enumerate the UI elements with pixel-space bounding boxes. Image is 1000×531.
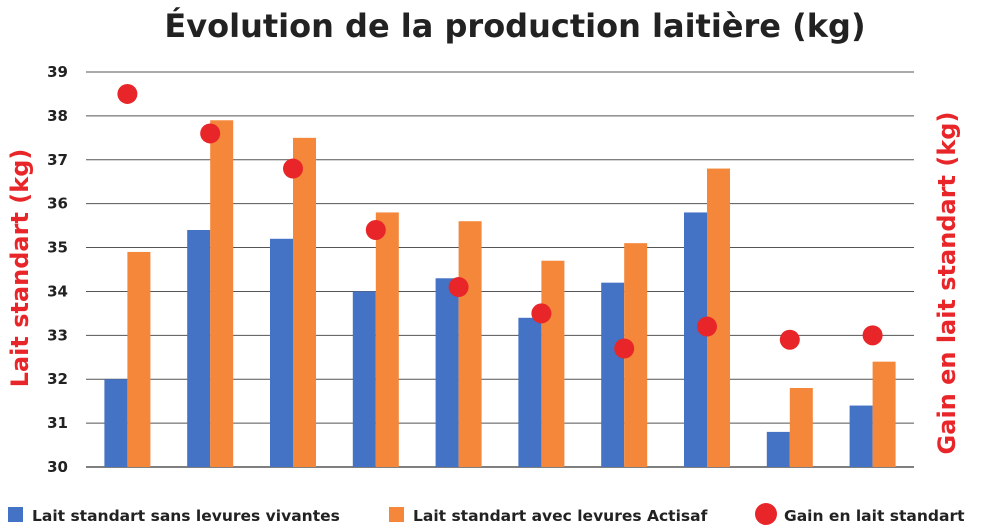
bar-avec-levures <box>872 361 896 467</box>
gain-point <box>779 329 800 350</box>
bar-avec-levures <box>458 221 482 467</box>
bar-avec-levures <box>375 212 399 467</box>
gain-points <box>117 83 883 359</box>
bar-sans-levures <box>435 278 459 467</box>
y-tick-label: 35 <box>47 239 68 257</box>
legend-swatch-sans-levures <box>8 507 23 522</box>
bars <box>104 120 896 468</box>
gain-point <box>448 277 469 298</box>
y-tick-label: 39 <box>47 63 68 81</box>
bar-sans-levures <box>849 405 873 467</box>
y-tick-label: 34 <box>47 282 68 300</box>
y-axis-label-left: Lait standart (kg) <box>6 149 34 388</box>
legend-label-sans-levures: Lait standart sans levures vivantes <box>32 507 340 525</box>
y-tick-labels: 30 31 32 33 34 35 36 37 38 39 <box>47 63 68 476</box>
bar-sans-levures <box>187 230 211 467</box>
bar-sans-levures <box>518 317 542 467</box>
bar-sans-levures <box>766 431 790 467</box>
bar-sans-levures <box>601 282 625 467</box>
bar-avec-levures <box>541 260 565 467</box>
bar-avec-levures <box>624 243 648 467</box>
gain-point <box>200 123 221 144</box>
legend-label-avec-levures: Lait standart avec levures Actisaf <box>413 507 708 525</box>
gain-point <box>365 220 386 240</box>
bar-sans-levures <box>684 212 707 467</box>
gain-point <box>697 316 717 337</box>
y-axis-label-right: Gain en lait standart (kg) <box>933 112 961 455</box>
bar-avec-levures <box>707 168 730 468</box>
y-tick-label: 36 <box>47 195 68 213</box>
gain-point <box>117 83 138 104</box>
y-tick-label: 31 <box>47 414 68 432</box>
bar-sans-levures <box>352 291 376 467</box>
legend: Lait standart sans levures vivantes Lait… <box>8 503 965 525</box>
legend-label-gain: Gain en lait standart <box>784 507 965 525</box>
gain-point <box>614 338 635 359</box>
bar-avec-levures <box>210 120 234 468</box>
gain-point <box>531 303 552 324</box>
bar-sans-levures <box>270 238 293 467</box>
y-tick-label: 30 <box>47 458 68 476</box>
y-tick-label: 37 <box>47 151 68 169</box>
legend-swatch-gain <box>755 503 777 525</box>
bar-avec-levures <box>293 137 316 468</box>
chart-title: Évolution de la production laitière (kg) <box>164 7 865 45</box>
legend-swatch-avec-levures <box>389 507 404 522</box>
y-tick-label: 38 <box>47 107 68 125</box>
gain-point <box>862 325 883 346</box>
bar-avec-levures <box>127 251 151 467</box>
y-tick-label: 32 <box>47 370 68 388</box>
bar-sans-levures <box>104 379 128 467</box>
y-tick-label: 33 <box>47 326 68 344</box>
gain-point <box>283 158 303 179</box>
bar-avec-levures <box>789 388 813 467</box>
